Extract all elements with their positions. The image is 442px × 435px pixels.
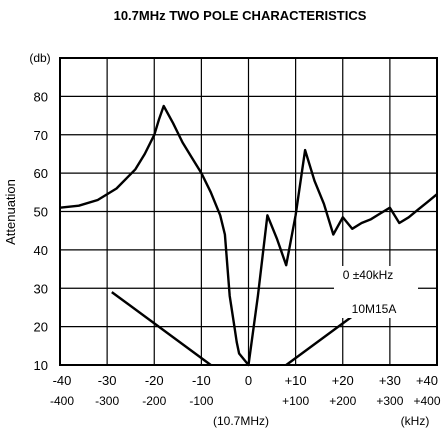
annotation-model: 10M15A	[352, 302, 397, 316]
y-unit-label: (db)	[29, 51, 50, 65]
y-tick-label: 70	[34, 128, 48, 143]
x-tick-label: -40	[53, 373, 72, 388]
x-tick-label: +30	[379, 373, 401, 388]
x-tick-label-secondary: +200	[329, 394, 356, 408]
center-frequency-label: (10.7MHz)	[213, 414, 269, 428]
series-line-attenuation	[59, 104, 438, 367]
x-tick-label: +20	[332, 373, 354, 388]
x-tick-label-secondary: -400	[50, 394, 74, 408]
x-tick-label-secondary: -200	[142, 394, 166, 408]
y-tick-label: 10	[34, 358, 48, 373]
x-tick-label-secondary: +300	[376, 394, 403, 408]
y-tick-label: 20	[34, 320, 48, 335]
x-tick-label-secondary: +400	[413, 394, 440, 408]
annotation-range: 0 ±40kHz	[343, 268, 394, 282]
x-tick-labels: -40 -400 -30 -300 -20 -200 -10 -100 0 +10 +100 +20 +…	[50, 373, 441, 408]
x-tick-label-secondary: -300	[95, 394, 119, 408]
y-tick-label: 80	[34, 89, 48, 104]
x-tick-label: -30	[98, 373, 117, 388]
x-tick-label: +40	[416, 373, 438, 388]
y-tick-label: 60	[34, 166, 48, 181]
x-tick-label: 0	[245, 373, 252, 388]
x-tick-label: -20	[145, 373, 164, 388]
y-tick-labels: 10 20 30 40 50 60 70 80	[34, 89, 48, 373]
x-tick-label: +10	[285, 373, 307, 388]
annotation-background	[334, 266, 418, 318]
y-tick-label: 30	[34, 281, 48, 296]
y-tick-label: 40	[34, 243, 48, 258]
chart-title: 10.7MHz TWO POLE CHARACTERISTICS	[114, 8, 367, 23]
x-tick-label: -10	[192, 373, 211, 388]
x-tick-label-secondary: +100	[282, 394, 309, 408]
y-axis-label: Attenuation	[3, 179, 18, 245]
y-tick-label: 50	[34, 205, 48, 220]
x-unit-label: (kHz)	[401, 414, 430, 428]
x-tick-label-secondary: -100	[189, 394, 213, 408]
plot-grid	[60, 58, 437, 365]
